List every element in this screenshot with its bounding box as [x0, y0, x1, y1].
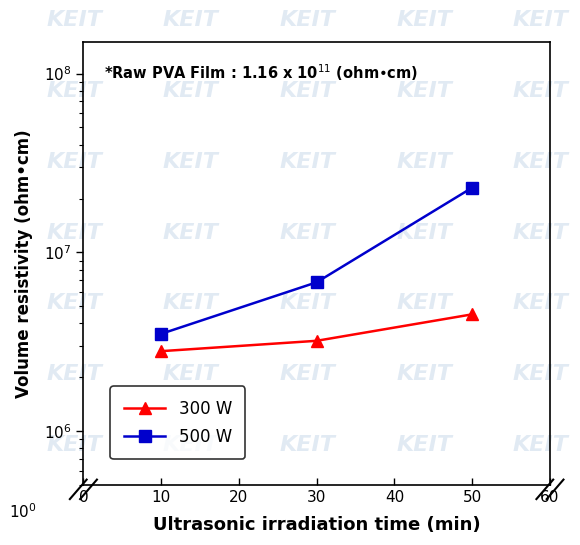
Text: KEIT: KEIT	[280, 435, 335, 455]
300 W	[313, 337, 320, 344]
Text: KEIT: KEIT	[396, 364, 452, 384]
Text: KEIT: KEIT	[396, 222, 452, 243]
500 W	[313, 279, 320, 286]
500 W	[469, 184, 476, 191]
Text: KEIT: KEIT	[280, 364, 335, 384]
Line: 300 W: 300 W	[155, 309, 478, 357]
Y-axis label: Volume resistivity (ohm•cm): Volume resistivity (ohm•cm)	[14, 129, 33, 398]
Text: KEIT: KEIT	[396, 293, 452, 313]
Text: KEIT: KEIT	[46, 364, 102, 384]
Text: KEIT: KEIT	[280, 222, 335, 243]
Line: 500 W: 500 W	[155, 182, 478, 340]
Text: KEIT: KEIT	[46, 10, 102, 30]
Text: KEIT: KEIT	[280, 81, 335, 101]
300 W	[158, 348, 165, 354]
Text: KEIT: KEIT	[280, 152, 335, 172]
Text: KEIT: KEIT	[513, 293, 568, 313]
Text: KEIT: KEIT	[163, 81, 219, 101]
Text: KEIT: KEIT	[513, 81, 568, 101]
Text: *Raw PVA Film : 1.16 x 10$^{11}$ (ohm•cm): *Raw PVA Film : 1.16 x 10$^{11}$ (ohm•cm…	[104, 63, 418, 83]
Text: KEIT: KEIT	[396, 81, 452, 101]
Text: KEIT: KEIT	[513, 435, 568, 455]
Text: KEIT: KEIT	[163, 222, 219, 243]
Text: KEIT: KEIT	[163, 10, 219, 30]
300 W	[469, 311, 476, 318]
Text: KEIT: KEIT	[513, 364, 568, 384]
Text: KEIT: KEIT	[513, 10, 568, 30]
X-axis label: Ultrasonic irradiation time (min): Ultrasonic irradiation time (min)	[153, 516, 480, 534]
Text: KEIT: KEIT	[46, 81, 102, 101]
Text: KEIT: KEIT	[396, 435, 452, 455]
Text: KEIT: KEIT	[46, 152, 102, 172]
Text: KEIT: KEIT	[46, 435, 102, 455]
Text: KEIT: KEIT	[396, 152, 452, 172]
Text: KEIT: KEIT	[46, 293, 102, 313]
Text: KEIT: KEIT	[513, 222, 568, 243]
Text: KEIT: KEIT	[513, 152, 568, 172]
Text: KEIT: KEIT	[163, 293, 219, 313]
Text: KEIT: KEIT	[280, 293, 335, 313]
Text: KEIT: KEIT	[46, 222, 102, 243]
Text: KEIT: KEIT	[163, 435, 219, 455]
Text: $10^0$: $10^0$	[9, 502, 37, 521]
Legend: 300 W, 500 W: 300 W, 500 W	[110, 386, 245, 459]
500 W	[158, 331, 165, 337]
Text: KEIT: KEIT	[163, 364, 219, 384]
Text: KEIT: KEIT	[163, 152, 219, 172]
Text: KEIT: KEIT	[280, 10, 335, 30]
Text: KEIT: KEIT	[396, 10, 452, 30]
